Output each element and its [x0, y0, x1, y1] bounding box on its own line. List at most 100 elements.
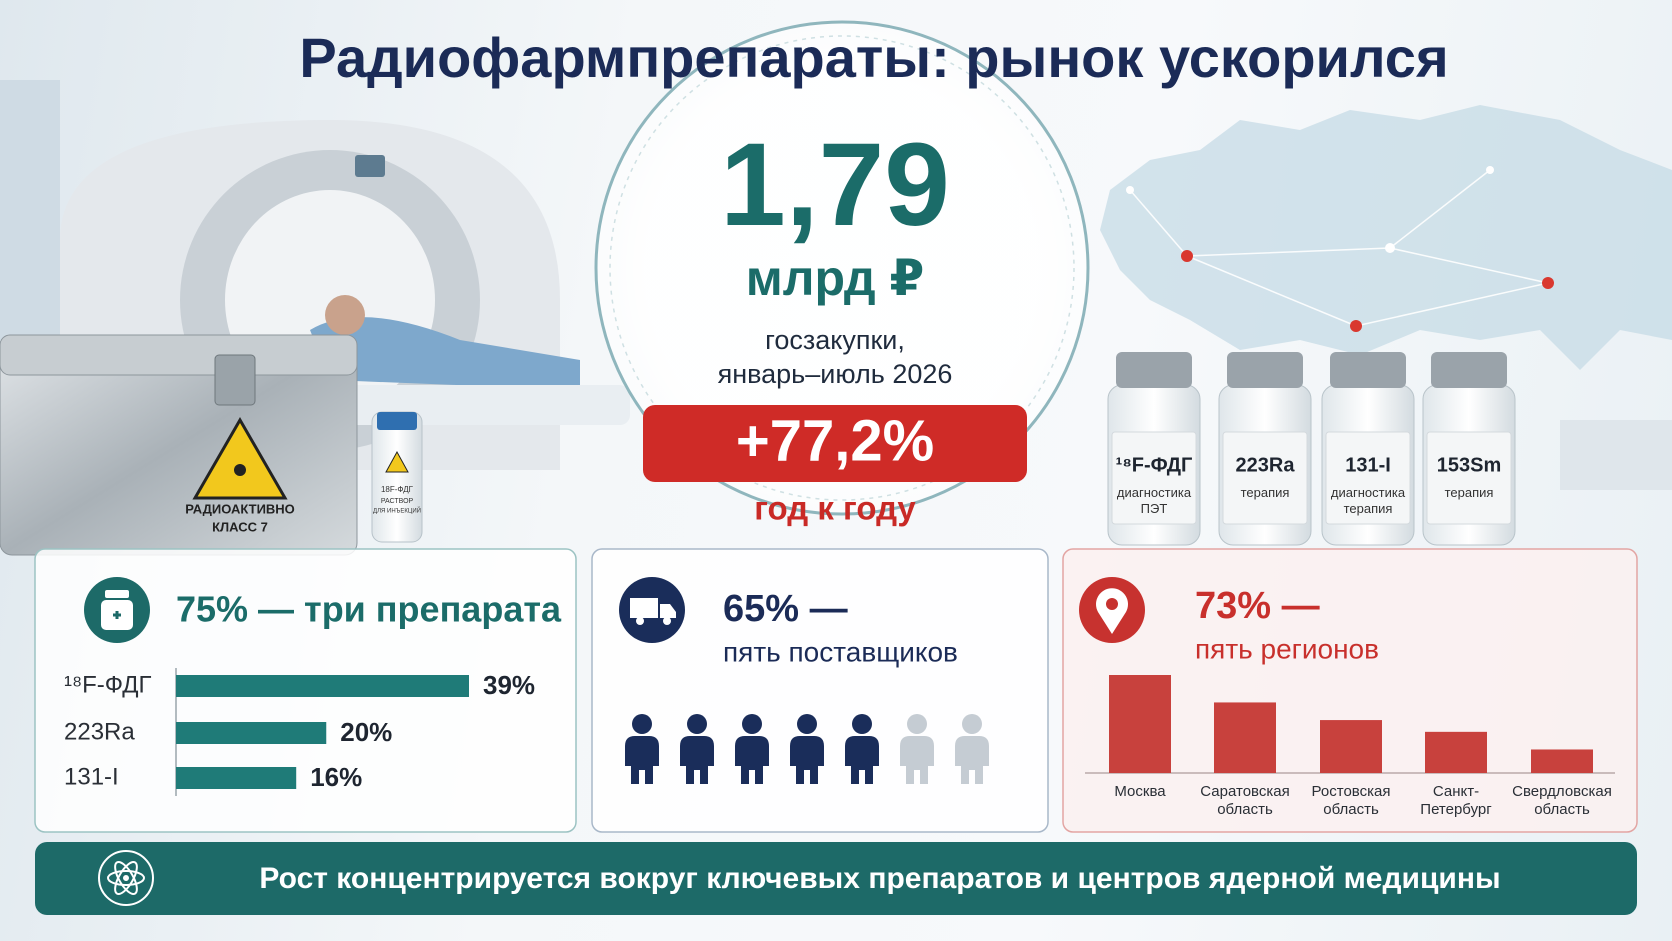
person-body [955, 736, 989, 784]
vial-cap [1431, 352, 1507, 388]
small-vial [371, 411, 423, 543]
atom-orbit [114, 861, 138, 895]
small-vial-label: ДЛЯ ИНЪЕКЦИЙ [373, 507, 421, 515]
category-label: Саратовская область [1200, 783, 1290, 818]
bar [176, 722, 327, 744]
small-vial-hazard [385, 450, 409, 473]
footer-text: Рост концентрируется вокруг ключевых пре… [259, 862, 1500, 895]
growth-badge [643, 405, 1027, 482]
patient [310, 317, 580, 390]
value-label: 39% [483, 670, 535, 700]
vial-use: терапия [1240, 485, 1290, 500]
map-link [1355, 282, 1549, 327]
bar [176, 767, 297, 789]
pin-icon-hole [1106, 598, 1118, 610]
window [0, 80, 60, 340]
map [1100, 105, 1672, 370]
person-head [907, 714, 927, 734]
person-head [742, 714, 762, 734]
truck-icon-cab [660, 604, 676, 618]
hazard-sign [192, 416, 288, 500]
value-label: 20% [340, 717, 392, 747]
patient-head [325, 295, 365, 335]
footer-bar [35, 842, 1637, 915]
bar [176, 675, 469, 697]
small-vial-cap [377, 412, 417, 430]
bar [1531, 749, 1593, 773]
category-label: Москва [1114, 783, 1166, 800]
truck-icon-wheel [663, 617, 671, 625]
person-body [845, 736, 879, 784]
vials: ¹⁸F-ФДГ 223Ra 131-I 153Sm [1107, 352, 1516, 546]
bar [1214, 702, 1276, 773]
category-label: ¹⁸F-ФДГ [64, 671, 151, 698]
category-label: 223Ra [64, 718, 135, 745]
map-dot [1385, 243, 1395, 253]
map-link [1389, 247, 1549, 284]
value-label: 16% [310, 762, 362, 792]
headline-caption: госзакупки, [765, 325, 905, 355]
container-label: КЛАСС 7 [212, 519, 268, 534]
container-label: РАДИОАКТИВНО [185, 501, 295, 516]
map-link [1186, 247, 1391, 257]
person-head [962, 714, 982, 734]
bar [1320, 720, 1382, 773]
vial-cap [1330, 352, 1406, 388]
category-label: Ростовская область [1311, 783, 1391, 818]
map-dot [1542, 277, 1554, 289]
hazard-symbol [234, 464, 246, 476]
map-link [1186, 255, 1357, 327]
bar [1109, 675, 1171, 773]
drug-icon-cross [113, 611, 121, 619]
vial-cap [1116, 352, 1192, 388]
person-body [680, 736, 714, 784]
map-link [1389, 169, 1491, 249]
category-label: Свердловская область [1512, 783, 1612, 818]
people [625, 714, 989, 784]
headline-circle [594, 20, 1090, 516]
map-dot [1181, 250, 1193, 262]
growth-caption: год к году [754, 490, 916, 527]
map-dot [1486, 166, 1494, 174]
pin-icon-shape [1096, 588, 1128, 634]
map-link [1129, 189, 1188, 257]
panel-heading: 65% — [723, 588, 848, 630]
container-latch [214, 354, 256, 406]
small-vial-label: 18F-ФДГ [381, 485, 414, 494]
vial-use: терапия [1444, 485, 1494, 500]
growth-value: +77,2% [736, 408, 934, 473]
atom-orbit [107, 870, 145, 886]
vial-cap [1227, 352, 1303, 388]
panel-subheading: пять поставщиков [723, 636, 958, 667]
map-dot [1126, 186, 1134, 194]
panel-heading: 73% — [1195, 585, 1320, 627]
headline-unit: млрд ₽ [746, 250, 924, 306]
drug-icon-cap [105, 590, 129, 598]
vial-use: диагностика ПЭТ [1116, 485, 1192, 516]
map-dot [1350, 320, 1362, 332]
scanner-screen [355, 155, 385, 177]
vial-label [1325, 431, 1411, 525]
person-body [735, 736, 769, 784]
person-head [687, 714, 707, 734]
truck-icon-wheel [636, 617, 644, 625]
category-label: 131-I [64, 763, 119, 790]
atom-orbit [114, 861, 138, 895]
vial-name: 223Ra [1236, 454, 1296, 476]
vial-label [1111, 431, 1197, 525]
vial-name: 131-I [1345, 454, 1391, 476]
vial-name: 153Sm [1437, 454, 1502, 476]
container-lid [0, 334, 358, 376]
category-label: Санкт- Петербург [1420, 783, 1492, 818]
title: Радиофармпрепараты: рынок ускорился [299, 26, 1448, 89]
vial-name: ¹⁸F-ФДГ [1116, 454, 1193, 476]
bar [1425, 731, 1487, 773]
vial-label [1222, 431, 1308, 525]
map-links [1129, 169, 1549, 327]
person-body [790, 736, 824, 784]
truck-icon-body [630, 598, 658, 618]
person-head [632, 714, 652, 734]
person-body [900, 736, 934, 784]
